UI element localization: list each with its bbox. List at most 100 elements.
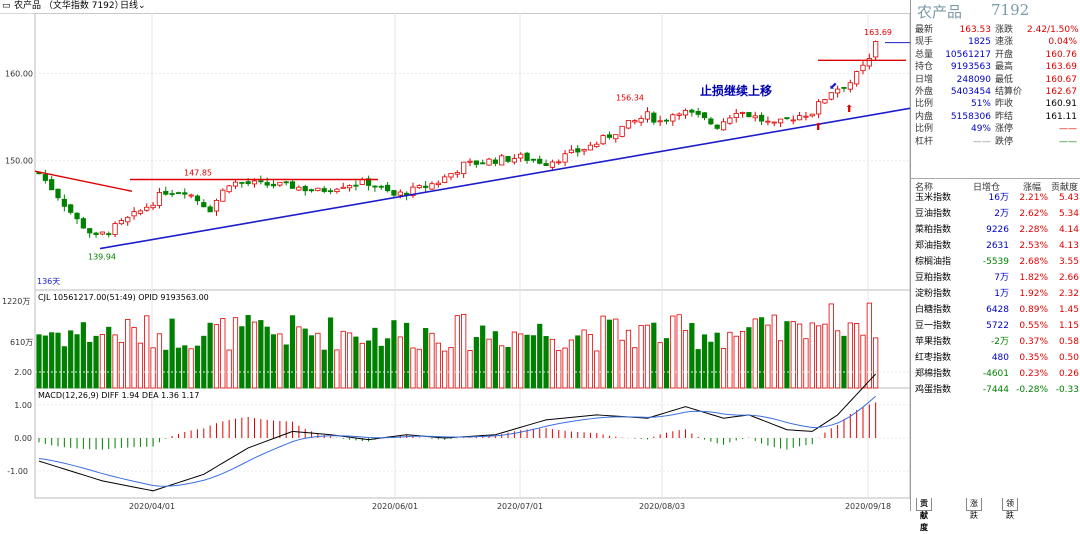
candle-body: [752, 115, 758, 119]
volume-bar: [289, 315, 296, 389]
candle-body: [87, 228, 93, 234]
volume-bar: [568, 339, 575, 389]
period-selector[interactable]: 日线⌄: [120, 0, 146, 13]
volume-bar: [385, 338, 391, 389]
table-row[interactable]: 豆一指数 5722 0.55% 1.15: [911, 319, 1080, 334]
volume-bar: [99, 334, 105, 389]
candle-body: [847, 82, 853, 90]
table-row[interactable]: 豆粕指数 7万 1.82% 2.66: [911, 271, 1080, 286]
volume-bar: [74, 334, 80, 389]
volume-bar: [670, 315, 676, 389]
y-axis-price-label: 160.00: [5, 69, 33, 78]
candle-body: [765, 120, 771, 123]
candle-body: [537, 158, 543, 164]
quote-panel: 农产品 7192 最新 163.53 涨跌 2.42/1.50% 现手 1825 …: [910, 0, 1080, 511]
candle-body: [625, 120, 632, 129]
quote-label: 总量: [915, 49, 934, 60]
cell-name: 玉米指数: [915, 193, 952, 203]
volume-bar: [169, 318, 175, 389]
cell-contribution: -0.33: [1055, 385, 1079, 395]
table-row[interactable]: 淀粉指数 1万 1.92% 2.32: [911, 287, 1080, 302]
quote-label: 跌停: [995, 136, 1014, 147]
tab-gainers[interactable]: 涨跌: [966, 498, 982, 520]
cell-change: 0.23%: [1019, 369, 1048, 379]
quote-value: ——: [973, 136, 991, 147]
window-title: 农产品 （文华指数 7192）: [14, 1, 124, 11]
volume-bar: [733, 335, 739, 389]
table-row[interactable]: 菜粕指数 9226 2.28% 4.14: [911, 223, 1080, 238]
volume-bar: [816, 325, 822, 389]
volume-bar: [511, 331, 517, 389]
cell-name: 苹果指数: [915, 337, 952, 347]
candle-body: [600, 135, 606, 145]
table-row[interactable]: 棕榈油指 -5539 2.68% 3.55: [911, 255, 1080, 270]
volume-tick-label: 610万: [10, 338, 33, 347]
candle-body: [720, 121, 727, 131]
candle-body: [277, 181, 283, 186]
volume-bar: [714, 332, 720, 389]
up-arrow-icon: ⬆: [814, 122, 822, 133]
table-row[interactable]: 苹果指数 -2万 0.37% 0.58: [911, 335, 1080, 350]
tab-contribution[interactable]: 贡献度: [916, 498, 932, 532]
quote-label: 杠杆: [915, 136, 934, 147]
candle-body: [676, 113, 682, 116]
volume-bar: [594, 350, 600, 389]
macd-tick-label: 0.00: [14, 434, 32, 443]
up-arrow-icon: ⬆: [845, 104, 853, 115]
table-row[interactable]: 白糖指数 6428 0.89% 1.45: [911, 303, 1080, 318]
candle-body: [163, 191, 169, 195]
candle-body: [49, 179, 55, 191]
volume-bar: [125, 319, 131, 389]
table-row[interactable]: 郑油指数 2631 2.53% 4.13: [911, 239, 1080, 254]
volume-bar: [239, 326, 245, 389]
volume-bar: [118, 341, 124, 389]
volume-bar: [42, 335, 48, 389]
candle-body: [530, 158, 536, 161]
volume-bar: [486, 338, 492, 389]
quote-label: 比例: [915, 99, 934, 110]
volume-bar: [505, 346, 511, 389]
table-row[interactable]: 红枣指数 480 0.35% 0.50: [911, 351, 1080, 366]
candle-body: [575, 148, 581, 153]
cell-contribution: 4.14: [1058, 225, 1079, 235]
volume-bar: [283, 344, 289, 389]
candle-body: [442, 176, 448, 184]
volume-header: CJL 10561217.00(51:49) OPID 9193563.00: [38, 293, 209, 302]
table-row[interactable]: 玉米指数 16万 2.21% 5.43: [911, 191, 1080, 206]
quote-label: 比例: [915, 124, 934, 135]
cell-oi-change: 5722: [986, 321, 1009, 331]
candle-body: [701, 112, 708, 119]
volume-bar: [144, 315, 150, 389]
volume-bar: [575, 335, 581, 389]
cell-name: 豆粕指数: [915, 273, 952, 283]
quote-label: 开盘: [995, 49, 1014, 60]
volume-bar: [480, 325, 486, 389]
kline-chart[interactable]: 2020/04/01 2020/06/01 2020/07/01 2020/08/03…: [0, 13, 910, 511]
candle-body: [467, 160, 473, 163]
candle-body: [448, 173, 454, 178]
collapse-icon[interactable]: ▭: [2, 1, 11, 11]
table-row[interactable]: 鸡蛋指数 -7444 -0.28% -0.33: [911, 383, 1080, 398]
table-row[interactable]: 豆油指数 2万 2.62% 5.34: [911, 207, 1080, 222]
y-axis-price-label: 150.00: [5, 157, 33, 166]
cell-change: 2.62%: [1019, 209, 1048, 219]
quote-value: 163.53: [959, 25, 992, 35]
candle-body: [302, 186, 308, 192]
tab-losers[interactable]: 领跌: [1002, 498, 1018, 520]
x-axis-date-label: 2020/04/01: [129, 502, 175, 511]
volume-bar: [632, 347, 638, 389]
quote-label: 内盘: [915, 111, 934, 122]
volume-bar: [106, 326, 112, 389]
cell-name: 淀粉指数: [915, 289, 952, 299]
volume-bar: [321, 349, 327, 389]
candle-body: [106, 233, 112, 236]
volume-bar: [156, 333, 163, 389]
candle-body: [239, 182, 245, 184]
volume-bar: [701, 334, 708, 389]
volume-bar: [55, 332, 61, 389]
candle-body: [524, 152, 530, 161]
quote-row: 比例 51% 昨收 160.91: [911, 98, 1080, 110]
table-row[interactable]: 郑棉指数 -4601 0.23% 0.26: [911, 367, 1080, 382]
volume-bar: [213, 324, 220, 389]
volume-tick-label: 1220万: [2, 297, 30, 306]
